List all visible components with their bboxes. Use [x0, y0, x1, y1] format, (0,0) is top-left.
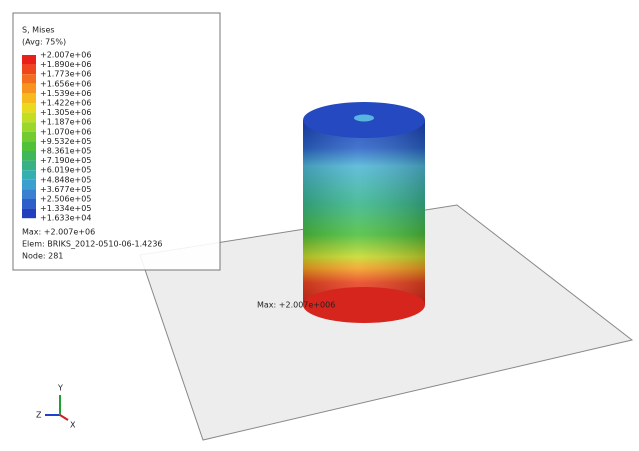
color-band [22, 170, 36, 180]
legend-label: +1.633e+04 [40, 214, 91, 223]
color-band [22, 122, 36, 132]
cylinder [303, 102, 425, 323]
color-bar [22, 55, 36, 218]
color-band [22, 55, 36, 65]
legend-label: +1.539e+06 [40, 89, 91, 98]
legend-subtitle: (Avg: 75%) [22, 38, 66, 47]
color-band [22, 93, 36, 103]
legend-title: S, Mises [22, 26, 55, 35]
legend-max: Max: +2.007e+06 [22, 228, 95, 237]
triad-y: Y [57, 384, 63, 393]
legend-label: +9.532e+05 [40, 137, 91, 146]
legend-elem: Elem: BRIKS_2012-0510-06-1.4236 [22, 240, 163, 249]
legend-label: +1.773e+06 [40, 70, 91, 79]
triad [45, 395, 68, 420]
color-band [22, 132, 36, 142]
legend-label: +1.305e+06 [40, 108, 91, 117]
viewport: Max: +2.007e+006 S, Mises (Avg: 75%) Max… [0, 0, 639, 447]
legend-label: +7.190e+05 [40, 156, 91, 165]
legend-label: +2.007e+06 [40, 51, 91, 60]
legend-label: +1.070e+06 [40, 127, 91, 136]
color-band [22, 189, 36, 199]
max-annotation: Max: +2.007e+006 [257, 301, 335, 310]
legend-label: +1.187e+06 [40, 118, 91, 127]
color-band [22, 199, 36, 209]
color-band [22, 209, 36, 219]
legend-label: +1.890e+06 [40, 60, 91, 69]
legend-label: +1.334e+05 [40, 204, 91, 213]
legend-node: Node: 281 [22, 252, 63, 261]
color-band [22, 103, 36, 113]
color-band [22, 161, 36, 171]
triad-x: X [70, 421, 76, 430]
color-band [22, 74, 36, 84]
legend-label: +8.361e+05 [40, 147, 91, 156]
legend-label: +4.848e+05 [40, 175, 91, 184]
legend-label: +3.677e+05 [40, 185, 91, 194]
legend-label: +1.422e+06 [40, 99, 91, 108]
triad-z: Z [36, 411, 42, 420]
color-band [22, 84, 36, 94]
color-band [22, 141, 36, 151]
color-band [22, 151, 36, 161]
color-band [22, 180, 36, 190]
color-band [22, 65, 36, 75]
color-band [22, 113, 36, 123]
legend-label: +2.506e+05 [40, 195, 91, 204]
legend-label: +1.656e+06 [40, 79, 91, 88]
legend-label: +6.019e+05 [40, 166, 91, 175]
